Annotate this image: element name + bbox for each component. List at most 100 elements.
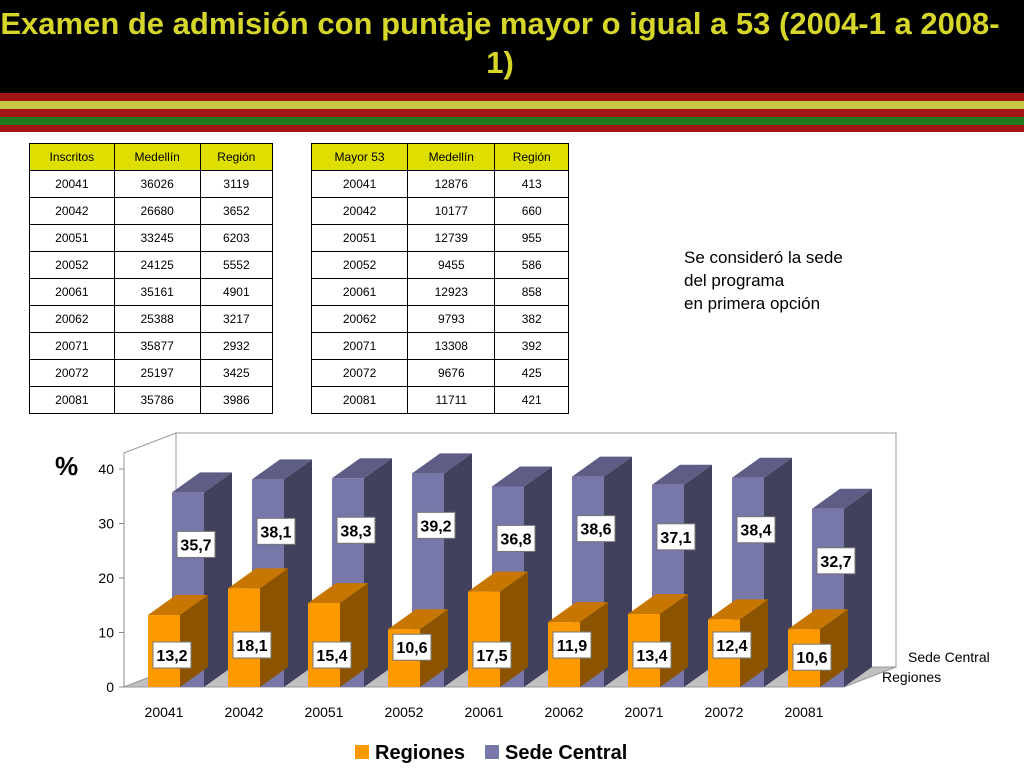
bar-sede-central-top [412, 453, 472, 474]
table-row: 20051 12739 955 [310, 224, 569, 252]
data-label-sede-central: 37,1 [660, 530, 691, 547]
table-cell: 35877 [113, 332, 201, 360]
bar-sede-central-side [364, 458, 392, 687]
bar-regiones-side [260, 568, 288, 687]
table-row: 20072 9676 425 [310, 359, 569, 387]
bar-sede-central-top [252, 459, 312, 480]
depth-label-sede-central: Sede Central [908, 649, 990, 665]
x-tick-label: 20042 [225, 704, 264, 720]
column-header: Región [199, 143, 274, 171]
column-header: Inscritos [29, 143, 115, 171]
y-tick-label: 10 [98, 625, 114, 641]
bar-regiones-top [708, 599, 768, 620]
table-cell: 20072 [310, 359, 409, 387]
bar-regiones-top [468, 571, 528, 592]
data-label-regiones: 18,1 [236, 638, 267, 655]
table-mayor-53: Mayor 53 Medellín Región 20041 12876 413 2004… [310, 143, 569, 414]
table-row: 20061 35161 4901 [29, 278, 274, 306]
data-label-regiones: 10,6 [396, 640, 427, 657]
data-label-sede-central-box [656, 523, 696, 551]
data-label-regiones-box [712, 631, 752, 659]
table-cell: 20042 [29, 197, 115, 225]
data-label-sede-central-box [496, 524, 536, 552]
table-cell: 20051 [310, 224, 409, 252]
bar-sede-central-top [732, 457, 792, 478]
table-cell: 3652 [199, 197, 274, 225]
data-label-regiones-box [152, 641, 192, 669]
table-cell: 25388 [113, 305, 201, 333]
bar-regiones-top [388, 609, 448, 630]
bar-regiones-side [580, 602, 608, 687]
table-cell: 20071 [29, 332, 115, 360]
y-tick-label: 0 [106, 679, 114, 695]
note-line: del programa [684, 271, 785, 290]
data-label-sede-central-box [336, 516, 376, 544]
table-cell: 4901 [199, 278, 274, 306]
bar-regiones-top [788, 609, 848, 630]
table-cell: 858 [494, 278, 569, 306]
table-cell: 3425 [199, 359, 274, 387]
data-label-regiones-box [552, 631, 592, 659]
bar-regiones-top [308, 583, 368, 604]
table-row: 20072 25197 3425 [29, 359, 274, 387]
stripe-red-3 [0, 125, 1024, 132]
table-row: 20041 36026 3119 [29, 170, 274, 198]
bar-sede-central-top [332, 458, 392, 479]
table-cell: 2932 [199, 332, 274, 360]
stripe-olive-1 [0, 101, 1024, 109]
x-tick-label: 20081 [785, 704, 824, 720]
note-line: en primera opción [684, 294, 821, 313]
bar-sede-central-top [572, 456, 632, 477]
legend-label: Sede Central [505, 742, 627, 764]
table-row: 20062 25388 3217 [29, 305, 274, 333]
table-cell: 3986 [199, 386, 274, 414]
bar-sede-central-side [284, 459, 312, 687]
bar-sede-central-top [172, 472, 232, 493]
table-cell: 35161 [113, 278, 201, 306]
table-cell: 12739 [407, 224, 496, 252]
depth-label-regiones: Regiones [882, 669, 941, 685]
y-axis-title: % [55, 451, 78, 481]
data-label-sede-central: 39,2 [420, 518, 451, 535]
table-cell: 955 [494, 224, 569, 252]
y-tick-label: 30 [98, 516, 114, 532]
table-row: 20081 35786 3986 [29, 386, 274, 414]
note-text: Se consideró la sede del programa en pri… [684, 246, 843, 315]
data-label-regiones-box [232, 631, 272, 659]
x-tick-label: 20061 [465, 704, 504, 720]
table-cell: 425 [494, 359, 569, 387]
data-label-regiones-box [312, 641, 352, 669]
table-cell: 6203 [199, 224, 274, 252]
data-label-regiones: 17,5 [476, 648, 507, 665]
x-tick-label: 20052 [385, 704, 424, 720]
header-bar: Examen de admisión con puntaje mayor o i… [0, 0, 1024, 93]
data-label-sede-central-box [416, 511, 456, 539]
table-cell: 660 [494, 197, 569, 225]
bar-regiones-top [148, 595, 208, 616]
data-label-sede-central-box [736, 516, 776, 544]
bar-sede-central-top [492, 466, 552, 487]
data-label-sede-central: 36,8 [500, 531, 531, 548]
table-cell: 586 [494, 251, 569, 279]
data-label-sede-central: 32,7 [820, 554, 851, 571]
bar-sede-central-side [204, 472, 232, 687]
data-label-sede-central: 38,4 [740, 523, 771, 540]
table-cell: 20062 [29, 305, 115, 333]
table-cell: 11711 [407, 386, 496, 414]
table-cell: 12876 [407, 170, 496, 198]
bar-sede-central-side [524, 466, 552, 687]
column-header: Mayor 53 [310, 143, 409, 171]
table-cell: 20052 [29, 251, 115, 279]
x-tick-label: 20051 [305, 704, 344, 720]
bar-chart: 0 10 20 30 40% 35,7 13,2 38,1 18,1 38,3 15,4 39,2 10… [55, 432, 990, 764]
table-row: 20062 9793 382 [310, 305, 569, 333]
table-inscritos: Inscritos Medellín Región 20041 36026 3119 20… [29, 143, 274, 414]
data-label-sede-central: 35,7 [180, 537, 211, 554]
bar-regiones-top [228, 568, 288, 589]
data-label-regiones: 15,4 [316, 648, 347, 665]
stripe-green [0, 117, 1024, 125]
table-cell: 20041 [29, 170, 115, 198]
table-cell: 12923 [407, 278, 496, 306]
table-header-row: Mayor 53 Medellín Región [310, 143, 569, 171]
bar-sede-central-top [652, 464, 712, 485]
